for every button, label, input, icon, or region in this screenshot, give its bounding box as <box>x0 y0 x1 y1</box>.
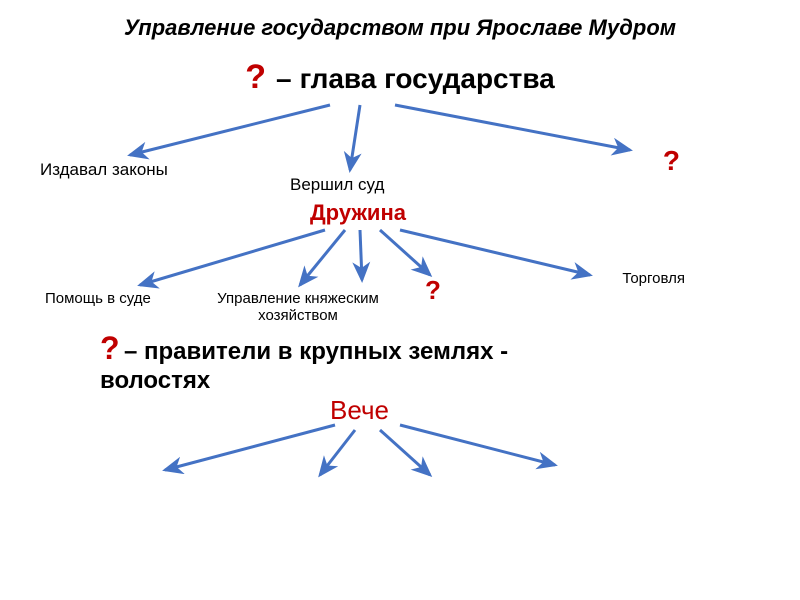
arrow <box>300 230 345 285</box>
arrow <box>360 230 362 280</box>
arrows-layer <box>0 0 800 600</box>
arrow <box>165 425 335 470</box>
arrow <box>130 105 330 155</box>
arrow <box>320 430 355 475</box>
arrow <box>140 230 325 285</box>
arrow <box>380 430 430 475</box>
arrow <box>395 105 630 150</box>
arrow <box>400 230 590 275</box>
arrow <box>400 425 555 465</box>
arrow <box>350 105 360 170</box>
